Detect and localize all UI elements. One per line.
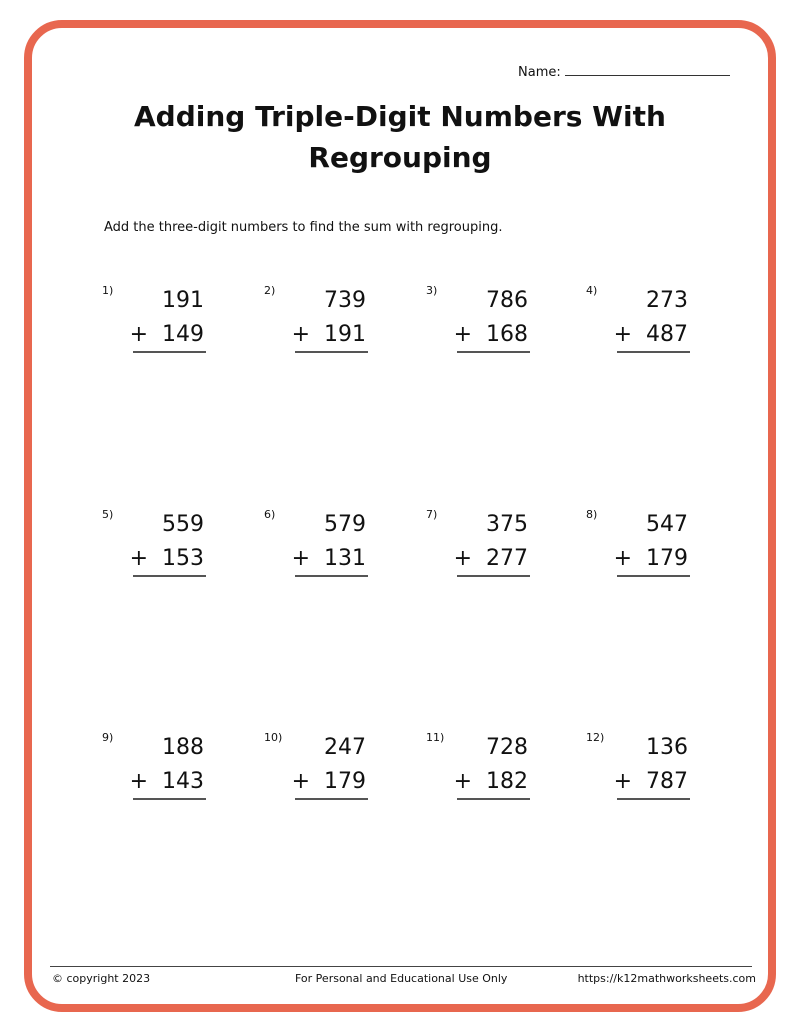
answer-line (133, 351, 206, 353)
addend-bottom: +153 (130, 546, 204, 571)
problem-3: 3) 786 +168 (426, 284, 546, 354)
addend-bottom: +487 (614, 322, 688, 347)
answer-line (295, 575, 368, 577)
addend-bottom: +277 (454, 546, 528, 571)
problem-2: 2) 739 +191 (264, 284, 384, 354)
problem-1: 1) 191 +149 (102, 284, 222, 354)
addend-bottom-value: 787 (646, 769, 688, 794)
problem-number: 12) (586, 731, 605, 744)
addend-bottom-value: 168 (486, 322, 528, 347)
plus-sign: + (613, 322, 632, 347)
addend-top: 247 (324, 735, 366, 760)
problem-number: 8) (586, 508, 598, 521)
addend-bottom-value: 149 (162, 322, 204, 347)
plus-sign: + (129, 546, 148, 571)
problem-number: 9) (102, 731, 114, 744)
problem-6: 6) 579 +131 (264, 508, 384, 578)
name-blank (564, 63, 730, 76)
addend-bottom: +182 (454, 769, 528, 794)
addend-top: 136 (646, 735, 688, 760)
problem-number: 1) (102, 284, 114, 297)
plus-sign: + (291, 769, 310, 794)
addend-top: 375 (486, 512, 528, 537)
addend-bottom: +179 (292, 769, 366, 794)
addend-top: 273 (646, 288, 688, 313)
addend-bottom-value: 487 (646, 322, 688, 347)
addend-bottom-value: 143 (162, 769, 204, 794)
answer-line (617, 575, 690, 577)
addend-bottom-value: 191 (324, 322, 366, 347)
answer-line (457, 575, 530, 577)
answer-line (617, 351, 690, 353)
addend-bottom: +143 (130, 769, 204, 794)
problem-7: 7) 375 +277 (426, 508, 546, 578)
footer-copyright: © copyright 2023 (52, 972, 151, 985)
addend-top: 188 (162, 735, 204, 760)
plus-sign: + (291, 322, 310, 347)
plus-sign: + (453, 546, 472, 571)
answer-line (295, 798, 368, 800)
addend-bottom-value: 179 (324, 769, 366, 794)
problem-10: 10) 247 +179 (264, 731, 384, 801)
problem-12: 12) 136 +787 (586, 731, 706, 801)
problem-11: 11) 728 +182 (426, 731, 546, 801)
instructions: Add the three-digit numbers to find the … (104, 220, 503, 235)
problem-number: 6) (264, 508, 276, 521)
answer-line (295, 351, 368, 353)
plus-sign: + (291, 546, 310, 571)
page-border (24, 20, 776, 1012)
problem-4: 4) 273 +487 (586, 284, 706, 354)
addend-top: 559 (162, 512, 204, 537)
plus-sign: + (129, 322, 148, 347)
answer-line (457, 798, 530, 800)
addend-bottom-value: 277 (486, 546, 528, 571)
answer-line (133, 798, 206, 800)
page-title: Adding Triple-Digit Numbers With Regroup… (134, 100, 666, 174)
name-field: Name: (518, 63, 730, 80)
problem-number: 3) (426, 284, 438, 297)
name-label: Name: (518, 65, 561, 80)
plus-sign: + (129, 769, 148, 794)
problem-9: 9) 188 +143 (102, 731, 222, 801)
addend-top: 728 (486, 735, 528, 760)
plus-sign: + (453, 322, 472, 347)
footer-url: https://k12mathworksheets.com (577, 972, 756, 985)
addend-bottom: +131 (292, 546, 366, 571)
plus-sign: + (613, 546, 632, 571)
footer-divider (50, 966, 752, 967)
problem-number: 4) (586, 284, 598, 297)
addend-bottom: +168 (454, 322, 528, 347)
footer-usage: For Personal and Educational Use Only (295, 972, 508, 985)
addend-top: 191 (162, 288, 204, 313)
addend-bottom-value: 179 (646, 546, 688, 571)
addend-bottom: +179 (614, 546, 688, 571)
addend-bottom: +191 (292, 322, 366, 347)
answer-line (133, 575, 206, 577)
problem-number: 11) (426, 731, 445, 744)
addend-top: 786 (486, 288, 528, 313)
problem-number: 10) (264, 731, 283, 744)
problem-number: 7) (426, 508, 438, 521)
plus-sign: + (453, 769, 472, 794)
addend-bottom-value: 182 (486, 769, 528, 794)
addend-bottom-value: 153 (162, 546, 204, 571)
plus-sign: + (613, 769, 632, 794)
addend-bottom-value: 131 (324, 546, 366, 571)
answer-line (617, 798, 690, 800)
addend-top: 547 (646, 512, 688, 537)
addend-bottom: +787 (614, 769, 688, 794)
problem-5: 5) 559 +153 (102, 508, 222, 578)
problem-8: 8) 547 +179 (586, 508, 706, 578)
answer-line (457, 351, 530, 353)
addend-bottom: +149 (130, 322, 204, 347)
problem-number: 2) (264, 284, 276, 297)
addend-top: 739 (324, 288, 366, 313)
addend-top: 579 (324, 512, 366, 537)
problem-number: 5) (102, 508, 114, 521)
